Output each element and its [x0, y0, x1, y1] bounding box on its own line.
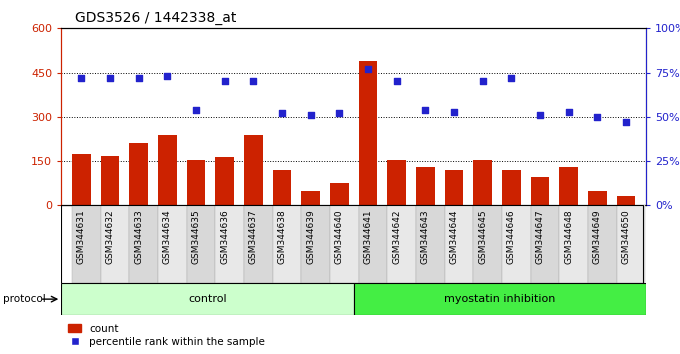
Text: protocol: protocol: [3, 294, 46, 304]
Text: myostatin inhibition: myostatin inhibition: [444, 294, 556, 304]
Point: [248, 79, 258, 84]
Bar: [301, 205, 330, 283]
Bar: [216, 205, 244, 283]
Text: GSM344633: GSM344633: [134, 209, 143, 264]
Point: [334, 110, 345, 116]
Bar: [445, 205, 473, 283]
Text: GSM344645: GSM344645: [478, 209, 487, 264]
Bar: [559, 167, 578, 205]
Text: GSM344646: GSM344646: [507, 209, 515, 264]
Bar: [530, 177, 549, 205]
Text: GSM344638: GSM344638: [277, 209, 286, 264]
Text: GSM344641: GSM344641: [363, 209, 373, 264]
Point: [133, 75, 144, 81]
Bar: [358, 61, 377, 205]
Bar: [330, 183, 349, 205]
Bar: [244, 135, 262, 205]
Point: [362, 66, 373, 72]
Bar: [354, 283, 646, 315]
Bar: [473, 205, 502, 283]
Text: control: control: [188, 294, 226, 304]
Bar: [416, 205, 445, 283]
Bar: [617, 205, 645, 283]
Bar: [388, 160, 406, 205]
Bar: [502, 170, 521, 205]
Bar: [186, 160, 205, 205]
Bar: [244, 205, 273, 283]
Point: [277, 110, 288, 116]
Bar: [588, 190, 607, 205]
Bar: [72, 154, 90, 205]
Text: GSM344648: GSM344648: [564, 209, 573, 264]
Point: [563, 109, 574, 114]
Bar: [530, 205, 559, 283]
Text: GSM344643: GSM344643: [421, 209, 430, 264]
Bar: [101, 156, 119, 205]
Bar: [473, 160, 492, 205]
Bar: [588, 205, 617, 283]
Bar: [61, 283, 354, 315]
Point: [506, 75, 517, 81]
Bar: [273, 205, 301, 283]
Bar: [416, 167, 435, 205]
Bar: [129, 205, 158, 283]
Bar: [301, 190, 320, 205]
Bar: [388, 205, 416, 283]
Point: [592, 114, 602, 120]
Bar: [158, 205, 186, 283]
Point: [477, 79, 488, 84]
Text: GSM344631: GSM344631: [77, 209, 86, 264]
Point: [219, 79, 230, 84]
Bar: [617, 196, 635, 205]
Bar: [330, 205, 358, 283]
Text: GDS3526 / 1442338_at: GDS3526 / 1442338_at: [75, 11, 236, 25]
Bar: [186, 205, 216, 283]
Bar: [129, 143, 148, 205]
Bar: [158, 135, 177, 205]
Bar: [445, 170, 463, 205]
Point: [420, 107, 430, 113]
Text: GSM344647: GSM344647: [535, 209, 545, 264]
Text: GSM344649: GSM344649: [593, 209, 602, 264]
Text: GSM344632: GSM344632: [105, 209, 114, 264]
Point: [305, 112, 316, 118]
Text: GSM344639: GSM344639: [306, 209, 315, 264]
Bar: [72, 205, 101, 283]
Bar: [101, 205, 129, 283]
Text: GSM344635: GSM344635: [192, 209, 201, 264]
Point: [449, 109, 460, 114]
Text: GSM344636: GSM344636: [220, 209, 229, 264]
Text: GSM344644: GSM344644: [449, 209, 458, 264]
Bar: [502, 205, 530, 283]
Bar: [559, 205, 588, 283]
Text: GSM344637: GSM344637: [249, 209, 258, 264]
Text: GSM344650: GSM344650: [622, 209, 630, 264]
Point: [105, 75, 116, 81]
Bar: [358, 205, 388, 283]
Point: [162, 73, 173, 79]
Bar: [216, 156, 234, 205]
Point: [190, 107, 201, 113]
Point: [620, 119, 631, 125]
Point: [391, 79, 402, 84]
Point: [534, 112, 545, 118]
Text: GSM344640: GSM344640: [335, 209, 344, 264]
Text: GSM344642: GSM344642: [392, 209, 401, 264]
Legend: count, percentile rank within the sample: count, percentile rank within the sample: [67, 321, 267, 349]
Bar: [273, 170, 291, 205]
Text: GSM344634: GSM344634: [163, 209, 172, 264]
Point: [76, 75, 87, 81]
